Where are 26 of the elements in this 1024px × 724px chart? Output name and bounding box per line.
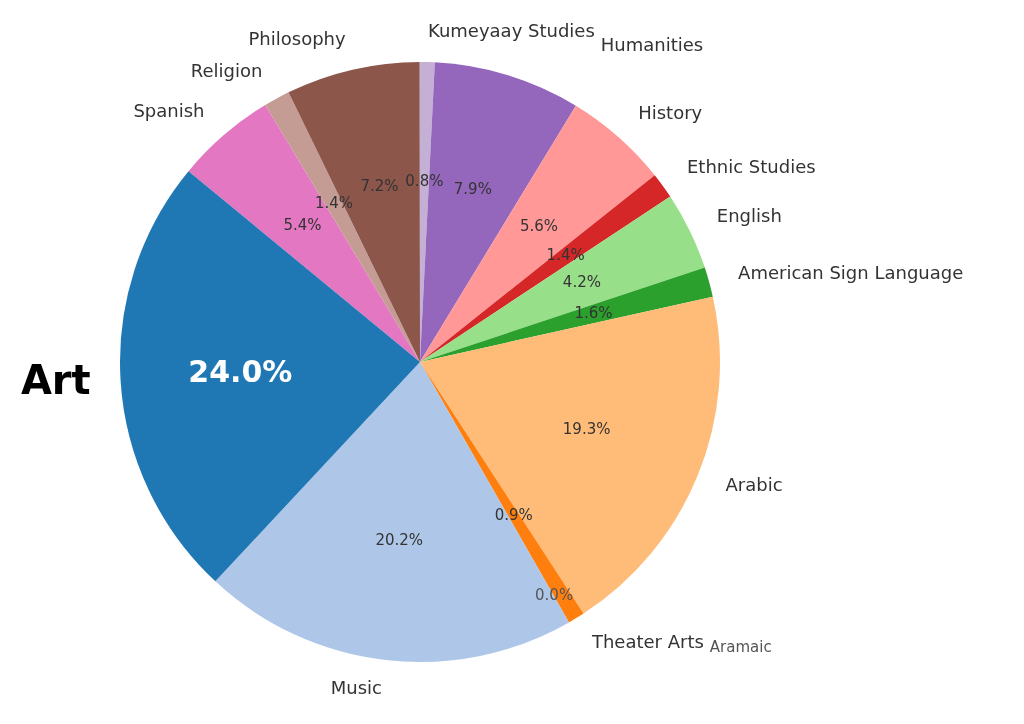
data-label: 5.6% <box>519 216 559 235</box>
slice-label: Ethnic Studies <box>686 155 816 177</box>
data-label: 5.4% <box>283 215 322 234</box>
data-label: 7.9% <box>453 179 492 198</box>
slice-label: English <box>716 205 782 227</box>
data-label: 24.0% <box>188 353 293 389</box>
slice-label: Kumeyaay Studies <box>428 19 595 41</box>
slice-label: Music <box>330 677 382 699</box>
data-label: 20.2% <box>375 530 424 549</box>
slice-label: Art <box>20 356 91 403</box>
data-label: 1.4% <box>315 193 354 212</box>
slice-label: Spanish <box>133 99 205 121</box>
data-label: 0.9% <box>494 505 533 524</box>
data-label: 7.2% <box>360 176 399 195</box>
slice-label: Theater Arts <box>590 631 704 653</box>
data-label: 19.3% <box>562 419 611 438</box>
text: 0.0% <box>535 586 574 605</box>
slice-label: Philosophy <box>248 28 346 50</box>
slice-label: Humanities <box>600 34 704 56</box>
slice-label: Arabic <box>725 474 783 496</box>
slice-label: American Sign Language <box>738 261 964 283</box>
data-label: 4.2% <box>562 273 601 292</box>
slice-label: Religion <box>190 59 263 81</box>
category-label: Aramaic <box>709 638 772 657</box>
slice-label: History <box>638 102 703 124</box>
data-label: 1.6% <box>574 303 613 322</box>
